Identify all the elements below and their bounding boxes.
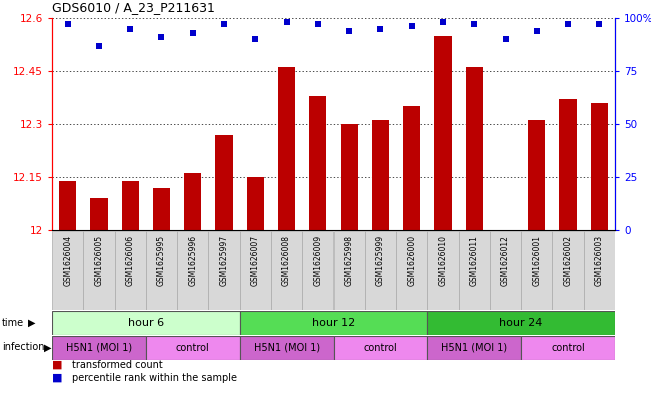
Text: GSM1625998: GSM1625998 bbox=[344, 235, 353, 286]
Bar bbox=[365, 231, 396, 310]
Text: GSM1626012: GSM1626012 bbox=[501, 235, 510, 286]
Text: ■: ■ bbox=[52, 373, 62, 383]
Bar bbox=[302, 231, 333, 310]
Text: control: control bbox=[551, 343, 585, 353]
Bar bbox=[52, 336, 146, 360]
Bar bbox=[434, 36, 452, 230]
Point bbox=[125, 26, 135, 32]
Bar bbox=[396, 231, 427, 310]
Bar bbox=[90, 198, 107, 230]
Bar bbox=[427, 336, 521, 360]
Bar bbox=[590, 103, 608, 230]
Bar bbox=[247, 177, 264, 230]
Bar bbox=[208, 231, 240, 310]
Text: GSM1626011: GSM1626011 bbox=[470, 235, 478, 286]
Text: GSM1626004: GSM1626004 bbox=[63, 235, 72, 286]
Text: GSM1625999: GSM1625999 bbox=[376, 235, 385, 286]
Bar bbox=[177, 231, 208, 310]
Text: GDS6010 / A_23_P211631: GDS6010 / A_23_P211631 bbox=[52, 1, 215, 14]
Bar bbox=[403, 107, 421, 230]
Text: H5N1 (MOI 1): H5N1 (MOI 1) bbox=[441, 343, 507, 353]
Text: ▶: ▶ bbox=[44, 343, 51, 353]
Bar bbox=[333, 336, 427, 360]
Text: control: control bbox=[176, 343, 210, 353]
Bar bbox=[240, 311, 427, 335]
Bar bbox=[240, 231, 271, 310]
Point bbox=[532, 28, 542, 34]
Point bbox=[219, 21, 229, 28]
Text: GSM1625995: GSM1625995 bbox=[157, 235, 166, 286]
Bar bbox=[340, 124, 358, 230]
Bar bbox=[427, 311, 615, 335]
Text: GSM1626007: GSM1626007 bbox=[251, 235, 260, 286]
Point bbox=[156, 34, 167, 40]
Bar bbox=[584, 231, 615, 310]
Bar bbox=[521, 336, 615, 360]
Text: transformed count: transformed count bbox=[72, 360, 162, 370]
Bar bbox=[458, 231, 490, 310]
Point bbox=[344, 28, 354, 34]
Text: control: control bbox=[363, 343, 397, 353]
Text: GSM1626006: GSM1626006 bbox=[126, 235, 135, 286]
Text: hour 24: hour 24 bbox=[499, 318, 543, 328]
Bar bbox=[184, 173, 201, 230]
Point bbox=[250, 36, 260, 42]
Point bbox=[375, 26, 385, 32]
Text: GSM1625997: GSM1625997 bbox=[219, 235, 229, 286]
Point bbox=[312, 21, 323, 28]
Text: GSM1626003: GSM1626003 bbox=[595, 235, 604, 286]
Bar bbox=[52, 231, 83, 310]
Text: H5N1 (MOI 1): H5N1 (MOI 1) bbox=[66, 343, 132, 353]
Bar bbox=[122, 180, 139, 230]
Bar bbox=[83, 231, 115, 310]
Bar bbox=[372, 121, 389, 230]
Bar bbox=[427, 231, 458, 310]
Bar bbox=[115, 231, 146, 310]
Bar bbox=[153, 187, 170, 230]
Bar bbox=[309, 96, 326, 230]
Text: H5N1 (MOI 1): H5N1 (MOI 1) bbox=[253, 343, 320, 353]
Bar bbox=[490, 231, 521, 310]
Text: percentile rank within the sample: percentile rank within the sample bbox=[72, 373, 236, 383]
Bar bbox=[59, 180, 76, 230]
Point bbox=[563, 21, 574, 28]
Point bbox=[94, 42, 104, 49]
Text: hour 12: hour 12 bbox=[312, 318, 355, 328]
Point bbox=[501, 36, 511, 42]
Text: GSM1626000: GSM1626000 bbox=[407, 235, 416, 286]
Text: GSM1626001: GSM1626001 bbox=[533, 235, 541, 286]
Point bbox=[187, 30, 198, 36]
Bar bbox=[333, 231, 365, 310]
Point bbox=[469, 21, 479, 28]
Bar bbox=[559, 99, 577, 230]
Bar bbox=[271, 231, 302, 310]
Bar bbox=[528, 121, 546, 230]
Text: ■: ■ bbox=[52, 360, 62, 370]
Bar bbox=[52, 311, 240, 335]
Point bbox=[281, 19, 292, 26]
Point bbox=[406, 23, 417, 29]
Bar bbox=[553, 231, 584, 310]
Text: GSM1626002: GSM1626002 bbox=[564, 235, 573, 286]
Text: GSM1626005: GSM1626005 bbox=[94, 235, 104, 286]
Text: infection: infection bbox=[2, 343, 44, 353]
Bar bbox=[146, 336, 240, 360]
Text: hour 6: hour 6 bbox=[128, 318, 164, 328]
Point bbox=[437, 19, 448, 26]
Text: time: time bbox=[2, 318, 24, 327]
Bar bbox=[278, 68, 295, 230]
Point bbox=[594, 21, 605, 28]
Bar bbox=[465, 68, 483, 230]
Bar bbox=[146, 231, 177, 310]
Bar bbox=[521, 231, 553, 310]
Bar bbox=[240, 336, 333, 360]
Text: GSM1626008: GSM1626008 bbox=[282, 235, 291, 286]
Bar bbox=[215, 134, 232, 230]
Text: ▶: ▶ bbox=[28, 318, 36, 327]
Text: GSM1625996: GSM1625996 bbox=[188, 235, 197, 286]
Point bbox=[62, 21, 73, 28]
Text: GSM1626009: GSM1626009 bbox=[313, 235, 322, 286]
Text: GSM1626010: GSM1626010 bbox=[439, 235, 447, 286]
